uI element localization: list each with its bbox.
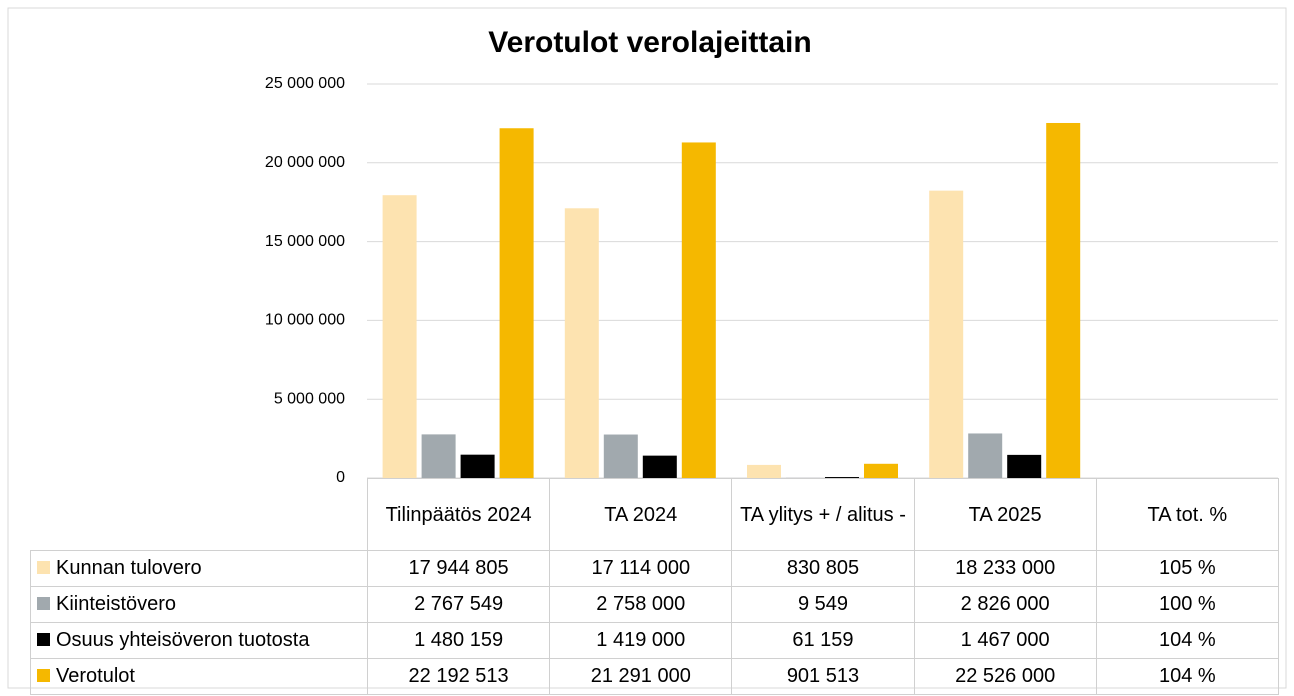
series-row: Osuus yhteisöveron tuotosta 1 480 159 1 41…	[30, 622, 1279, 659]
legend-key	[37, 669, 50, 682]
value-cell: 17 944 805	[366, 550, 551, 587]
legend-key	[37, 597, 50, 610]
value-cell: 9 549	[731, 586, 915, 623]
bar	[968, 433, 1003, 478]
value-cell: 830 805	[731, 550, 915, 587]
value-cell: 2 758 000	[549, 586, 733, 623]
row-label: Kunnan tulovero	[30, 550, 368, 587]
category-label: TA ylitys + / alitus -	[731, 478, 915, 551]
bar	[421, 434, 456, 478]
series-row: Verotulot 22 192 513 21 291 000 901 513 22 5…	[30, 658, 1279, 695]
series-row: Kunnan tulovero 17 944 805 17 114 000 830 8…	[30, 550, 1279, 587]
value-cell: 1 480 159	[366, 622, 551, 659]
bar	[499, 128, 534, 478]
value-cell: 104 %	[1095, 622, 1279, 659]
category-label: Tilinpäätös 2024	[366, 478, 551, 551]
bar	[460, 454, 495, 478]
category-label: TA 2024	[549, 478, 733, 551]
bar	[564, 208, 599, 478]
legend-label: Osuus yhteisöveron tuotosta	[56, 629, 310, 651]
value-cell: 17 114 000	[549, 550, 733, 587]
bar	[642, 455, 677, 478]
legend-label: Verotulot	[56, 665, 135, 687]
legend-key	[37, 561, 50, 574]
y-tick-label: 5 000 000	[274, 390, 345, 407]
row-label: Osuus yhteisöveron tuotosta	[30, 622, 368, 659]
bar	[747, 464, 781, 478]
bar	[864, 463, 898, 478]
bar	[382, 195, 417, 478]
series-row: Kiinteistövero 2 767 549 2 758 000 9 549 2 8…	[30, 586, 1279, 623]
blank-cell	[31, 479, 368, 551]
category-label: TA 2025	[913, 478, 1097, 551]
value-cell: 18 233 000	[913, 550, 1097, 587]
y-tick-label: 20 000 000	[265, 154, 345, 171]
value-cell: 104 %	[1095, 658, 1279, 695]
bar	[681, 142, 716, 478]
bar	[1007, 454, 1042, 478]
y-tick-label: 25 000 000	[265, 75, 345, 92]
value-cell: 100 %	[1095, 586, 1279, 623]
y-tick-label: 10 000 000	[265, 312, 345, 329]
value-cell: 61 159	[731, 622, 915, 659]
chart-title: Verotulot verolajeittain	[488, 26, 811, 59]
value-cell: 2 826 000	[913, 586, 1097, 623]
value-cell: 1 419 000	[549, 622, 733, 659]
category-label: TA tot. %	[1095, 478, 1279, 551]
bar	[603, 434, 638, 478]
bar	[825, 477, 859, 478]
value-cell: 22 192 513	[366, 658, 551, 695]
value-cell: 901 513	[731, 658, 915, 695]
value-cell: 105 %	[1095, 550, 1279, 587]
legend-label: Kunnan tulovero	[56, 557, 202, 579]
row-label: Kiinteistövero	[30, 586, 368, 623]
bar	[929, 190, 964, 478]
data-table: Tilinpäätös 2024 TA 2024 TA ylitys + / ali…	[30, 478, 1279, 695]
header-row: Tilinpäätös 2024 TA 2024 TA ylitys + / ali…	[31, 478, 1279, 551]
row-label: Verotulot	[30, 658, 368, 695]
legend-label: Kiinteistövero	[56, 593, 177, 615]
value-cell: 1 467 000	[913, 622, 1097, 659]
bar	[1046, 122, 1081, 479]
y-tick-label: 0	[336, 469, 345, 486]
value-cell: 22 526 000	[913, 658, 1097, 695]
legend-key	[37, 633, 50, 646]
value-cell: 2 767 549	[366, 586, 551, 623]
y-tick-label: 15 000 000	[265, 233, 345, 250]
value-cell: 21 291 000	[549, 658, 733, 695]
